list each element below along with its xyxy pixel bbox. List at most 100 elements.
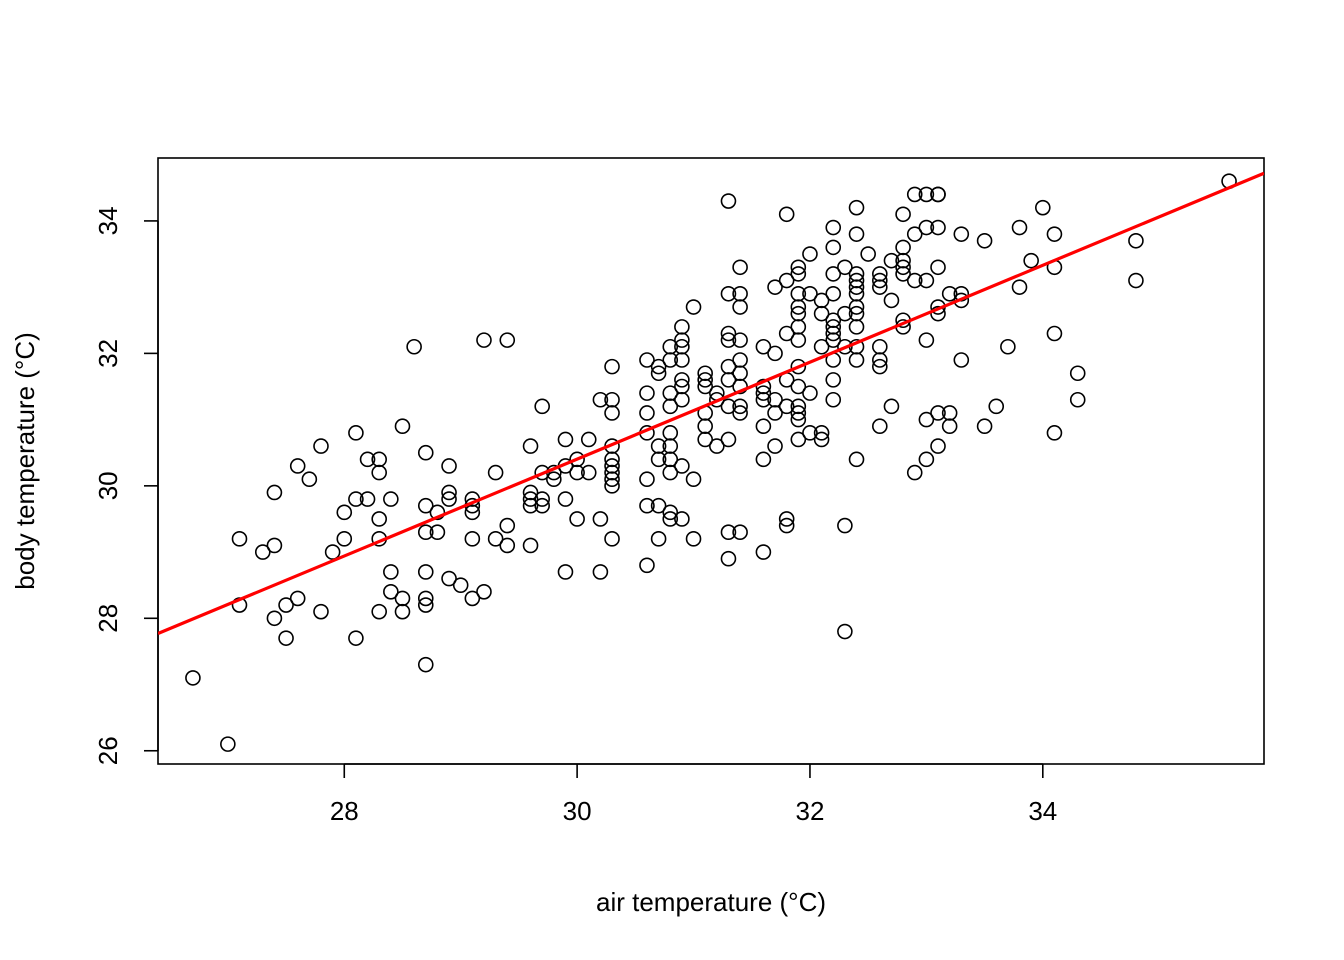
data-point — [685, 531, 702, 547]
data-point — [569, 511, 585, 527]
data-point — [755, 451, 772, 468]
data-point — [732, 259, 748, 276]
data-point — [1046, 226, 1063, 242]
data-point — [732, 299, 748, 315]
data-point — [639, 557, 655, 574]
data-point — [546, 471, 562, 488]
data-point — [790, 378, 807, 395]
data-point — [348, 630, 364, 646]
data-point — [906, 272, 923, 289]
data-point — [732, 524, 748, 540]
data-point — [778, 272, 795, 289]
data-point — [266, 537, 283, 554]
data-point — [278, 597, 294, 613]
data-point — [557, 564, 574, 580]
data-point — [848, 451, 865, 468]
data-point — [604, 478, 620, 494]
data-point — [872, 279, 888, 295]
data-point — [499, 517, 516, 534]
data-point — [464, 531, 481, 547]
data-point — [872, 358, 888, 375]
data-point — [674, 511, 690, 527]
data-point — [650, 358, 667, 375]
data-point — [848, 352, 865, 368]
data-point — [1023, 252, 1039, 269]
data-point — [534, 491, 550, 507]
data-point — [650, 531, 667, 547]
data-point — [650, 365, 667, 382]
data-point — [417, 656, 434, 673]
data-point — [813, 431, 830, 448]
data-point — [557, 431, 574, 448]
data-point — [674, 372, 690, 388]
data-point — [522, 491, 539, 507]
data-point — [604, 471, 620, 488]
data-point — [941, 285, 958, 302]
data-point — [534, 464, 550, 481]
data-point — [592, 564, 609, 580]
data-point — [825, 239, 842, 256]
data-point — [650, 451, 667, 468]
data-point — [895, 206, 911, 223]
y-tick-label: 34 — [93, 206, 123, 235]
data-point — [837, 517, 853, 534]
data-point — [1011, 219, 1028, 236]
data-point — [278, 630, 294, 646]
data-point — [674, 458, 690, 474]
data-point — [639, 471, 655, 488]
data-point — [848, 319, 865, 335]
data-point — [1128, 272, 1144, 289]
data-point — [266, 484, 283, 501]
data-point — [860, 246, 876, 262]
data-point — [499, 537, 516, 554]
data-point — [371, 464, 388, 481]
data-point — [778, 206, 795, 223]
data-point — [813, 425, 830, 441]
data-point — [755, 385, 772, 401]
data-point — [802, 285, 818, 302]
x-tick-label: 32 — [795, 796, 824, 826]
x-axis: 28 30 32 34 — [330, 763, 1057, 826]
data-point — [906, 186, 923, 203]
data-point — [953, 352, 970, 368]
data-point — [848, 199, 865, 216]
data-point — [778, 511, 795, 527]
y-tick-label: 32 — [93, 339, 123, 368]
data-point — [1046, 325, 1063, 342]
data-point — [254, 544, 271, 560]
data-point — [895, 266, 911, 282]
data-point — [1046, 425, 1063, 441]
data-point — [720, 332, 737, 348]
data-point — [394, 418, 411, 435]
data-point — [185, 670, 201, 686]
data-point — [639, 352, 655, 368]
data-point — [825, 332, 842, 348]
data-point — [930, 186, 946, 203]
data-point — [499, 332, 516, 348]
data-point — [383, 564, 399, 580]
data-point — [732, 365, 748, 382]
data-point — [639, 405, 655, 421]
data-point — [464, 590, 481, 607]
data-point — [802, 425, 818, 441]
data-point — [720, 285, 737, 302]
data-point — [487, 531, 504, 547]
data-point — [918, 451, 935, 468]
data-point — [837, 305, 853, 322]
data-point — [639, 497, 655, 514]
data-point — [674, 319, 690, 335]
data-point — [394, 590, 411, 607]
data-point — [394, 603, 411, 620]
data-point — [662, 425, 679, 441]
data-point — [604, 405, 620, 421]
data-point — [790, 299, 807, 315]
data-point — [697, 378, 713, 395]
data-point — [988, 398, 1005, 415]
data-point — [1000, 338, 1016, 355]
data-point — [709, 438, 725, 454]
data-point — [767, 345, 783, 362]
data-point — [778, 398, 795, 415]
data-point — [848, 279, 865, 295]
data-point — [1128, 232, 1144, 249]
